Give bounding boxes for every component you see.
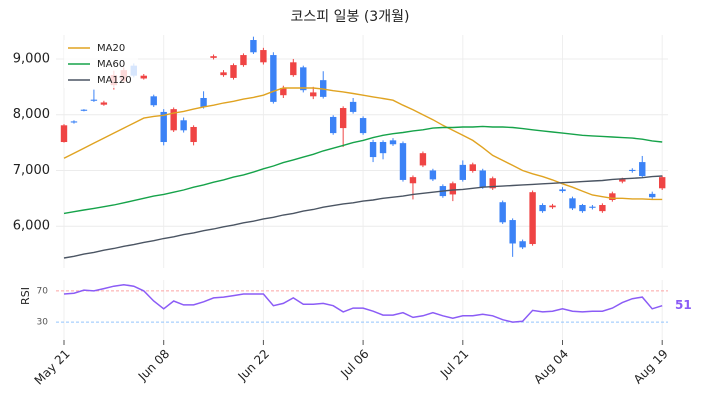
candle-body <box>240 55 247 66</box>
candle-body <box>220 72 227 76</box>
candle-body <box>569 198 576 209</box>
candle-body <box>469 164 476 172</box>
x-tick-label: Jul 21 <box>437 347 471 381</box>
candle-body <box>369 142 377 158</box>
ma-line <box>63 125 663 215</box>
rsi-line <box>63 283 663 323</box>
candle-body <box>519 241 526 248</box>
candle-body <box>609 193 616 200</box>
candle-body <box>649 193 656 198</box>
candle-body <box>280 87 287 96</box>
candle-body <box>290 62 297 76</box>
candle-body <box>599 205 606 212</box>
y-tick-label: 7,000 <box>13 163 50 178</box>
candle-body <box>429 170 437 180</box>
candle-body <box>70 121 78 123</box>
candle-body <box>629 169 636 172</box>
candle-body <box>529 192 536 245</box>
candle-body <box>589 206 596 208</box>
candle-body <box>100 102 108 105</box>
candle-body <box>409 177 417 184</box>
candle-body <box>639 162 646 177</box>
candle-body <box>80 109 88 111</box>
candle-body <box>90 99 98 101</box>
candle-body <box>509 220 516 244</box>
x-tick-label: Jul 06 <box>337 347 371 381</box>
legend-label: MA20 <box>97 43 125 54</box>
candle-body <box>300 67 307 91</box>
y-tick-label: 70 <box>37 286 49 296</box>
candle-body <box>339 108 347 129</box>
candle-body <box>210 56 217 58</box>
candle-body <box>230 65 237 78</box>
candle-body <box>479 170 486 188</box>
candle-body <box>489 178 496 189</box>
legend-label: MA60 <box>97 59 125 70</box>
candle-body <box>170 109 177 131</box>
candle-body <box>559 189 566 192</box>
candle-body <box>60 125 68 143</box>
x-tick-label: Aug 04 <box>531 347 571 387</box>
candle-body <box>250 40 257 53</box>
candle-body <box>200 97 207 107</box>
candle-body <box>659 177 666 189</box>
x-tick-label: May 21 <box>32 347 73 388</box>
candle-body <box>180 120 187 131</box>
candle-body <box>150 96 157 106</box>
candle-body <box>349 101 357 112</box>
candle-body <box>579 205 586 212</box>
y-tick-label: 30 <box>37 318 49 328</box>
candle-body <box>140 75 147 79</box>
candle-body <box>419 153 427 166</box>
candle-body <box>449 183 457 195</box>
x-tick-label: Jun 22 <box>235 347 272 384</box>
ma-line <box>63 87 663 201</box>
candle-body <box>310 92 317 97</box>
x-tick-label: Jun 08 <box>135 347 172 384</box>
candle-body <box>160 111 167 143</box>
candle-body <box>389 140 397 145</box>
candle-body <box>399 143 407 180</box>
x-tick-label: Aug 19 <box>631 347 671 387</box>
ma-line <box>63 175 663 259</box>
candle-body <box>459 164 466 180</box>
rsi-last-label: 51 <box>675 298 692 312</box>
legend-label: MA120 <box>97 75 132 86</box>
candle-body <box>190 126 197 143</box>
y-tick-label: 6,000 <box>13 219 50 234</box>
candle-body <box>329 116 337 134</box>
candle-body <box>379 142 387 154</box>
candle-body <box>270 55 277 102</box>
chart-title: 코스피 일봉 (3개월) <box>291 9 410 25</box>
y-tick-label: 8,000 <box>13 107 50 122</box>
candle-body <box>359 118 367 134</box>
candle-body <box>619 179 626 182</box>
y-tick-label: 9,000 <box>13 51 50 66</box>
candle-body <box>539 205 546 212</box>
candle-body <box>549 205 556 208</box>
candle-body <box>260 50 267 63</box>
candle-body <box>499 202 506 223</box>
rsi-axis-label: RSI <box>19 287 32 305</box>
